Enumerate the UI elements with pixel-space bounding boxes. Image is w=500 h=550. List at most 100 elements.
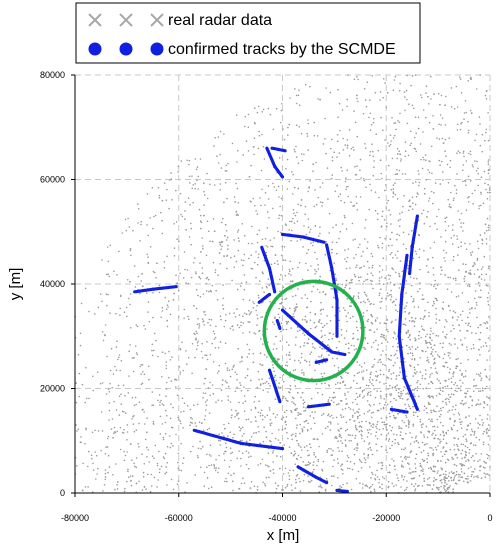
track-point (280, 447, 285, 451)
radar-point (134, 286, 137, 288)
radar-point (131, 459, 133, 462)
radar-point (294, 150, 296, 153)
radar-point (471, 164, 474, 166)
radar-point (474, 290, 477, 292)
radar-point (378, 428, 381, 431)
radar-point (161, 232, 163, 235)
radar-point (208, 454, 211, 456)
radar-point (343, 214, 346, 217)
radar-point (400, 464, 403, 467)
radar-point (219, 244, 222, 246)
radar-point (150, 485, 153, 487)
radar-point (303, 374, 305, 376)
radar-point (356, 361, 359, 364)
radar-point (288, 270, 291, 273)
radar-point (291, 401, 293, 403)
radar-point (218, 454, 220, 457)
radar-point (418, 338, 420, 340)
radar-point (427, 395, 430, 398)
radar-point (279, 340, 282, 342)
radar-point (239, 382, 241, 384)
radar-point (180, 411, 182, 413)
radar-point (340, 328, 343, 331)
radar-point (403, 91, 406, 93)
radar-point (422, 468, 424, 471)
radar-point (233, 255, 236, 257)
radar-point (331, 248, 333, 251)
radar-point (412, 354, 414, 357)
radar-point (97, 467, 99, 470)
radar-point (224, 427, 226, 430)
radar-point (372, 384, 375, 387)
radar-point (205, 368, 207, 370)
radar-point (128, 226, 131, 228)
radar-point (236, 373, 238, 376)
radar-point (474, 139, 476, 142)
radar-point (298, 477, 300, 480)
radar-point (295, 94, 298, 97)
radar-point (423, 158, 425, 161)
radar-point (299, 329, 301, 332)
track (257, 292, 272, 304)
radar-point (205, 282, 208, 285)
radar-point (237, 229, 240, 231)
radar-point (328, 212, 331, 215)
radar-point (437, 488, 440, 491)
radar-point (480, 296, 482, 299)
radar-point (337, 429, 340, 431)
radar-point (388, 471, 391, 474)
radar-point (284, 308, 287, 310)
radar-point (357, 415, 359, 418)
radar-point (428, 121, 431, 124)
radar-point (307, 226, 310, 229)
radar-point (277, 263, 279, 266)
radar-point (269, 385, 272, 387)
radar-point (427, 359, 429, 361)
radar-point (240, 285, 242, 287)
radar-point (265, 380, 268, 383)
radar-point (356, 417, 359, 420)
radar-point (124, 412, 127, 414)
radar-point (397, 250, 399, 253)
track-point (343, 352, 347, 357)
radar-point (360, 366, 363, 368)
radar-point (368, 403, 371, 406)
radar-point (377, 374, 379, 377)
radar-point (307, 249, 310, 251)
radar-point (362, 376, 364, 379)
radar-point (404, 96, 406, 98)
radar-point (388, 464, 391, 467)
radar-point (477, 184, 479, 187)
radar-point (192, 184, 194, 186)
radar-point (127, 470, 129, 473)
radar-point (183, 317, 185, 320)
radar-point (233, 312, 235, 314)
radar-point (263, 259, 266, 262)
radar-point (203, 214, 205, 217)
radar-point (344, 286, 346, 289)
radar-point (320, 372, 323, 375)
radar-point (136, 353, 139, 356)
radar-point (408, 103, 410, 105)
radar-point (328, 447, 330, 450)
radar-point (326, 322, 328, 325)
radar-point (255, 309, 257, 312)
radar-point (275, 335, 277, 338)
radar-point (405, 425, 408, 427)
radar-point (362, 378, 365, 381)
radar-point (215, 401, 217, 404)
radar-point (262, 389, 265, 392)
radar-point (253, 432, 255, 434)
radar-point (380, 397, 382, 399)
radar-point (285, 424, 288, 426)
radar-point (120, 393, 122, 396)
radar-point (488, 265, 490, 268)
radar-point (422, 318, 424, 321)
radar-point (354, 426, 357, 429)
radar-point (366, 278, 369, 281)
radar-point (378, 277, 381, 279)
radar-point (289, 388, 292, 391)
radar-point (352, 409, 355, 411)
radar-point (414, 488, 417, 491)
radar-point (423, 405, 426, 408)
